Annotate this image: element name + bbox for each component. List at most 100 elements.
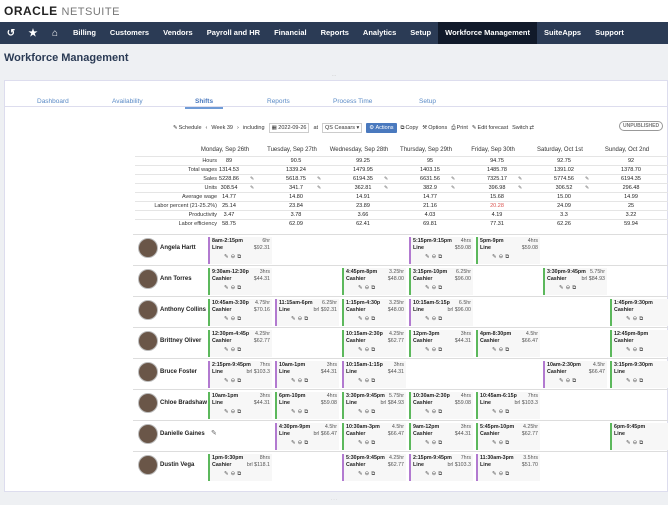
remove-icon[interactable]: ⊖ xyxy=(364,440,372,446)
pencil-icon[interactable]: ✎ xyxy=(384,176,389,182)
remove-icon[interactable]: ⊖ xyxy=(431,316,439,322)
remove-icon[interactable]: ⊖ xyxy=(364,378,372,384)
copy-icon[interactable]: ⧉ xyxy=(505,471,512,477)
tab-availability[interactable]: Availability xyxy=(112,98,143,105)
tab-process-time[interactable]: Process Time xyxy=(333,98,373,105)
pencil-icon[interactable]: ✎ xyxy=(626,316,633,322)
pencil-icon[interactable]: ✎ xyxy=(626,378,633,384)
remove-icon[interactable]: ⊖ xyxy=(431,409,439,415)
copy-icon[interactable]: ⧉ xyxy=(438,285,445,291)
remove-icon[interactable]: ⊖ xyxy=(297,440,305,446)
pencil-icon[interactable]: ✎ xyxy=(250,176,255,182)
tab-dashboard[interactable]: Dashboard xyxy=(37,98,69,105)
shift-card[interactable]: 4pm-8:30pm 4.5hr Cashier $66.47 ✎⊖⧉ xyxy=(476,330,540,357)
copy-icon[interactable]: ⧉ xyxy=(505,347,512,353)
pencil-icon[interactable]: ✎ xyxy=(358,347,365,353)
shift-card[interactable]: 12:30pm-4:45p 4.25hr Cashier $62.77 ✎⊖⧉ xyxy=(208,330,272,357)
nav-item-customers[interactable]: Customers xyxy=(109,28,150,37)
copy-icon[interactable]: ⧉ xyxy=(237,347,244,353)
pencil-icon[interactable]: ✎ xyxy=(425,254,432,260)
nav-item-billing[interactable]: Billing xyxy=(73,28,96,37)
copy-icon[interactable]: ⧉ xyxy=(505,409,512,415)
date-input[interactable]: ▦ 2022-09-26 xyxy=(268,123,310,133)
resize-handle[interactable]: … xyxy=(331,72,337,78)
employee-name[interactable]: Dustin Vega xyxy=(160,462,195,468)
pencil-icon[interactable]: ✎ xyxy=(224,471,231,477)
remove-icon[interactable]: ⊖ xyxy=(364,347,372,353)
remove-icon[interactable]: ⊖ xyxy=(230,347,238,353)
pencil-icon[interactable]: ✎ xyxy=(358,471,365,477)
employee-name[interactable]: Ann Torres xyxy=(160,276,192,282)
employee-name[interactable]: Chloe Bradshaw xyxy=(160,400,208,406)
remove-icon[interactable]: ⊖ xyxy=(364,409,372,415)
shift-card[interactable]: 2:15pm-9:45pm 7hrs Line brl $103.3 ✎⊖⧉ xyxy=(409,454,473,481)
pencil-icon[interactable]: ✎ xyxy=(224,285,231,291)
pencil-icon[interactable]: ✎ xyxy=(425,347,432,353)
pencil-icon[interactable]: ✎ xyxy=(585,176,590,182)
copy-icon[interactable]: ⧉ xyxy=(438,409,445,415)
home-icon[interactable]: ⌂ xyxy=(51,27,59,39)
remove-icon[interactable]: ⊖ xyxy=(498,347,506,353)
pencil-icon[interactable]: ✎ xyxy=(358,378,365,384)
tab-setup[interactable]: Setup xyxy=(419,98,436,105)
shift-card[interactable]: 3:15pm-9:30pm Line ✎⊖⧉ xyxy=(610,361,668,388)
pencil-icon[interactable]: ✎ xyxy=(291,316,298,322)
copy-icon[interactable]: ⧉ xyxy=(371,471,378,477)
employee-name[interactable]: Bruce Foster xyxy=(160,369,198,375)
next-week-icon[interactable]: › xyxy=(237,125,239,131)
pencil-icon[interactable]: ✎ xyxy=(585,185,590,191)
shift-card[interactable]: 4:30pm-9pm 4.5hr Line brl $66.47 ✎⊖⧉ xyxy=(275,423,339,450)
remove-icon[interactable]: ⊖ xyxy=(364,471,372,477)
shift-card[interactable]: 8am-2:15pm 6hr Line $92.31 ✎⊖⧉ xyxy=(208,237,272,264)
pencil-icon[interactable]: ✎ xyxy=(358,409,365,415)
shift-card[interactable]: 2:15pm-9:45pm 7hrs Line brl $103.3 ✎⊖⧉ xyxy=(208,361,272,388)
copy-icon[interactable]: ⧉ xyxy=(639,440,646,446)
pencil-icon[interactable]: ✎ xyxy=(291,409,298,415)
nav-item-analytics[interactable]: Analytics xyxy=(362,28,397,37)
remove-icon[interactable]: ⊖ xyxy=(632,347,640,353)
copy-icon[interactable]: ⧉ xyxy=(371,316,378,322)
prev-week-icon[interactable]: ‹ xyxy=(205,125,208,131)
remove-icon[interactable]: ⊖ xyxy=(230,254,238,260)
shift-card[interactable]: 4:45pm-8pm 3.25hr Cashier $48.00 ✎⊖⧉ xyxy=(342,268,406,295)
switch-button[interactable]: Switch ⇄ xyxy=(512,125,534,131)
copy-icon[interactable]: ⧉ xyxy=(438,316,445,322)
remove-icon[interactable]: ⊖ xyxy=(498,471,506,477)
shift-card[interactable]: 11:15am-6pm 6.25hr Line brl $92.31 ✎⊖⧉ xyxy=(275,299,339,326)
shift-card[interactable]: 10am-1pm 3hrs Line $44.31 ✎⊖⧉ xyxy=(275,361,339,388)
location-select[interactable]: QS Ceasars ▾ xyxy=(322,123,363,133)
shift-card[interactable]: 9am-12pm 3hrs Cashier $44.31 ✎⊖⧉ xyxy=(409,423,473,450)
pencil-icon[interactable]: ✎ xyxy=(559,285,566,291)
copy-icon[interactable]: ⧉ xyxy=(505,254,512,260)
actions-button[interactable]: ⚙ Actions xyxy=(366,123,397,133)
pencil-icon[interactable]: ✎ xyxy=(291,440,298,446)
shift-card[interactable]: 10:45am-6:15p 7hrs Line brl $103.3 ✎⊖⧉ xyxy=(476,392,540,419)
remove-icon[interactable]: ⊖ xyxy=(230,378,238,384)
pencil-icon[interactable]: ✎ xyxy=(224,316,231,322)
employee-name[interactable]: Anthony Collins xyxy=(160,307,206,313)
shift-card[interactable]: 1:45pm-9:30pm Cashier ✎⊖⧉ xyxy=(610,299,668,326)
copy-icon[interactable]: ⧉ xyxy=(639,347,646,353)
pencil-icon[interactable]: ✎ xyxy=(492,471,499,477)
remove-icon[interactable]: ⊖ xyxy=(632,316,640,322)
remove-icon[interactable]: ⊖ xyxy=(297,316,305,322)
nav-item-payroll-and-hr[interactable]: Payroll and HR xyxy=(206,28,261,37)
nav-item-reports[interactable]: Reports xyxy=(320,28,349,37)
pencil-icon[interactable]: ✎ xyxy=(317,176,322,182)
remove-icon[interactable]: ⊖ xyxy=(364,316,372,322)
remove-icon[interactable]: ⊖ xyxy=(230,285,238,291)
pencil-icon[interactable]: ✎ xyxy=(358,316,365,322)
tab-shifts[interactable]: Shifts xyxy=(184,98,224,109)
shift-card[interactable]: 11:30am-3pm 3.5hrs Line $51.70 ✎⊖⧉ xyxy=(476,454,540,481)
pencil-icon[interactable]: ✎ xyxy=(492,254,499,260)
pencil-icon[interactable]: ✎ xyxy=(518,185,523,191)
copy-icon[interactable]: ⧉ xyxy=(304,440,311,446)
remove-icon[interactable]: ⊖ xyxy=(565,285,573,291)
shift-card[interactable]: 1:15pm-4:30p 3.25hr Cashier $48.00 ✎⊖⧉ xyxy=(342,299,406,326)
copy-icon[interactable]: ⧉ xyxy=(304,409,311,415)
shift-card[interactable]: 3:30pm-9:45pm 5.75hr Cashier brl $84.93 ✎⊖⧉ xyxy=(543,268,607,295)
pencil-icon[interactable]: ✎ xyxy=(224,409,231,415)
copy-icon[interactable]: ⧉ xyxy=(237,409,244,415)
remove-icon[interactable]: ⊖ xyxy=(632,440,640,446)
pencil-icon[interactable]: ✎ xyxy=(451,176,456,182)
